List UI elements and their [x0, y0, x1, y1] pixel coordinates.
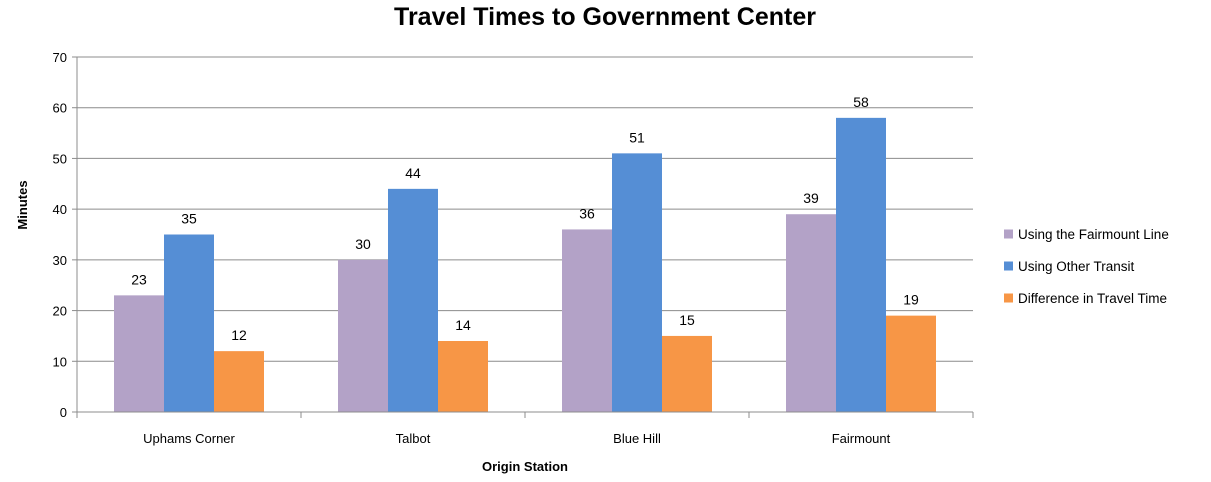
bar: [214, 351, 264, 412]
bar: [388, 188, 438, 412]
legend-label: Using the Fairmount Line: [1018, 227, 1169, 242]
y-tick-label: 60: [53, 101, 67, 116]
bar: [438, 341, 488, 412]
y-tick-label: 30: [53, 253, 67, 268]
x-tick-label: Fairmount: [832, 431, 891, 446]
x-tick-label: Uphams Corner: [143, 431, 235, 446]
y-tick-label: 40: [53, 202, 67, 217]
y-tick-label: 50: [53, 151, 67, 166]
legend: Using the Fairmount Line Using Other Tran…: [1004, 227, 1169, 306]
data-label: 58: [853, 94, 869, 110]
gridlines: [77, 56, 973, 362]
bars: [114, 117, 936, 412]
data-label: 51: [629, 129, 645, 145]
y-tick-label: 0: [60, 405, 67, 420]
data-label: 23: [131, 271, 147, 287]
data-label: 30: [355, 236, 371, 252]
y-tick-label: 70: [53, 50, 67, 65]
legend-swatch: [1004, 293, 1013, 303]
data-label: 12: [231, 327, 247, 343]
legend-label: Difference in Travel Time: [1018, 291, 1167, 306]
y-tick-label: 10: [53, 354, 67, 369]
data-label: 36: [579, 205, 595, 221]
bar: [612, 153, 662, 412]
x-tick-label: Talbot: [396, 431, 431, 446]
data-label: 19: [903, 292, 919, 308]
bar: [164, 234, 214, 412]
legend-label: Using Other Transit: [1018, 259, 1135, 274]
bar: [662, 335, 712, 412]
data-label: 14: [455, 317, 471, 333]
data-labels: 23 35 12 30 44 14 36 51 15 39 58 19: [131, 94, 919, 343]
x-axis-title: Origin Station: [482, 459, 568, 474]
data-label: 39: [803, 190, 819, 206]
legend-swatch: [1004, 261, 1013, 271]
legend-swatch: [1004, 229, 1013, 239]
bar: [786, 214, 836, 412]
bar: [114, 295, 164, 412]
x-tick-label: Blue Hill: [613, 431, 661, 446]
bar: [886, 315, 936, 412]
chart-title: Travel Times to Government Center: [394, 3, 816, 31]
data-label: 15: [679, 312, 695, 328]
bar: [338, 259, 388, 412]
bar: [562, 229, 612, 412]
data-label: 35: [181, 211, 197, 227]
bar: [836, 117, 886, 412]
y-tick-label: 20: [53, 304, 67, 319]
axes: 0 10 20 30 40 50 60 70 Uphams Corner Talbot Blue H…: [53, 50, 974, 446]
y-axis-title: Minutes: [15, 180, 30, 229]
data-label: 44: [405, 165, 421, 181]
